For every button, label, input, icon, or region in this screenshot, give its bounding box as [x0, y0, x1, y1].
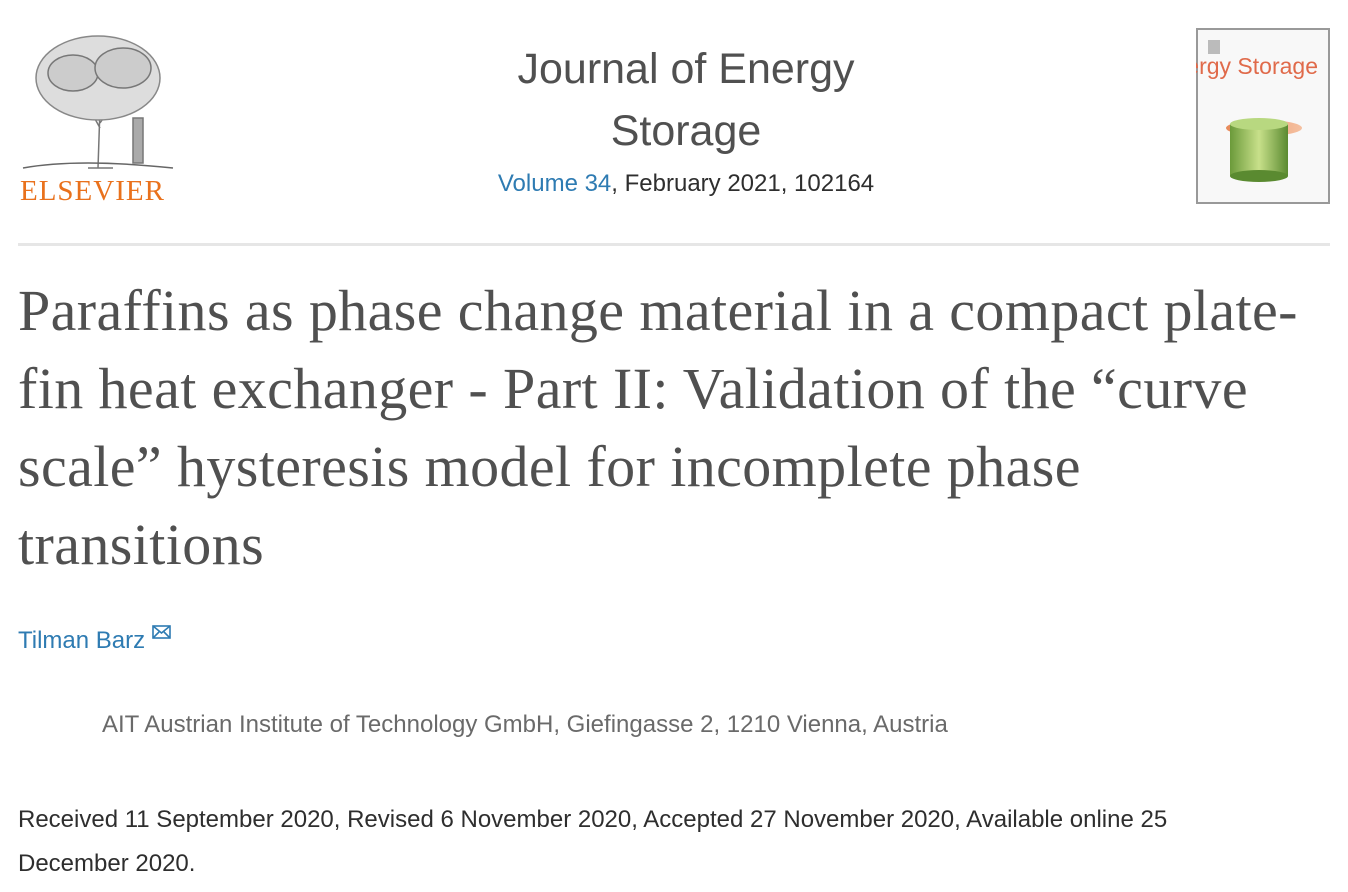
cover-cylinder: [1230, 124, 1288, 176]
affiliation: AIT Austrian Institute of Technology Gmb…: [102, 711, 948, 738]
volume-link[interactable]: Volume 34: [497, 170, 612, 197]
cover-logo: [1208, 40, 1220, 54]
cover-cylinder-bottom: [1230, 170, 1288, 182]
article-dates: Received 11 September 2020, Revised 6 No…: [18, 806, 1168, 877]
journal-title[interactable]: Journal of Energy Storage: [517, 45, 855, 155]
publisher-name: ELSEVIER: [20, 175, 165, 207]
journal-info: Journal of Energy Storage Volume 34, Feb…: [436, 38, 936, 198]
cover-title-text: Energy Storage: [1196, 53, 1318, 79]
journal-issue: Volume 34, February 2021, 102164: [436, 170, 936, 198]
author-link[interactable]: Tilman Barz: [18, 627, 146, 654]
tree-icon: [22, 35, 174, 169]
divider: [18, 243, 1330, 246]
elsevier-logo[interactable]: ELSEVIER: [18, 28, 180, 208]
journal-cover[interactable]: Energy Storage: [1196, 28, 1330, 204]
article-title: Paraffins as phase change material in a …: [18, 278, 1298, 577]
cover-title: Energy Storage: [1196, 53, 1318, 79]
email-icon[interactable]: [152, 624, 172, 642]
issue-info: , February 2021, 102164: [611, 170, 875, 197]
cover-cylinder-top: [1230, 118, 1288, 130]
author-line: Tilman Barz: [18, 624, 172, 655]
